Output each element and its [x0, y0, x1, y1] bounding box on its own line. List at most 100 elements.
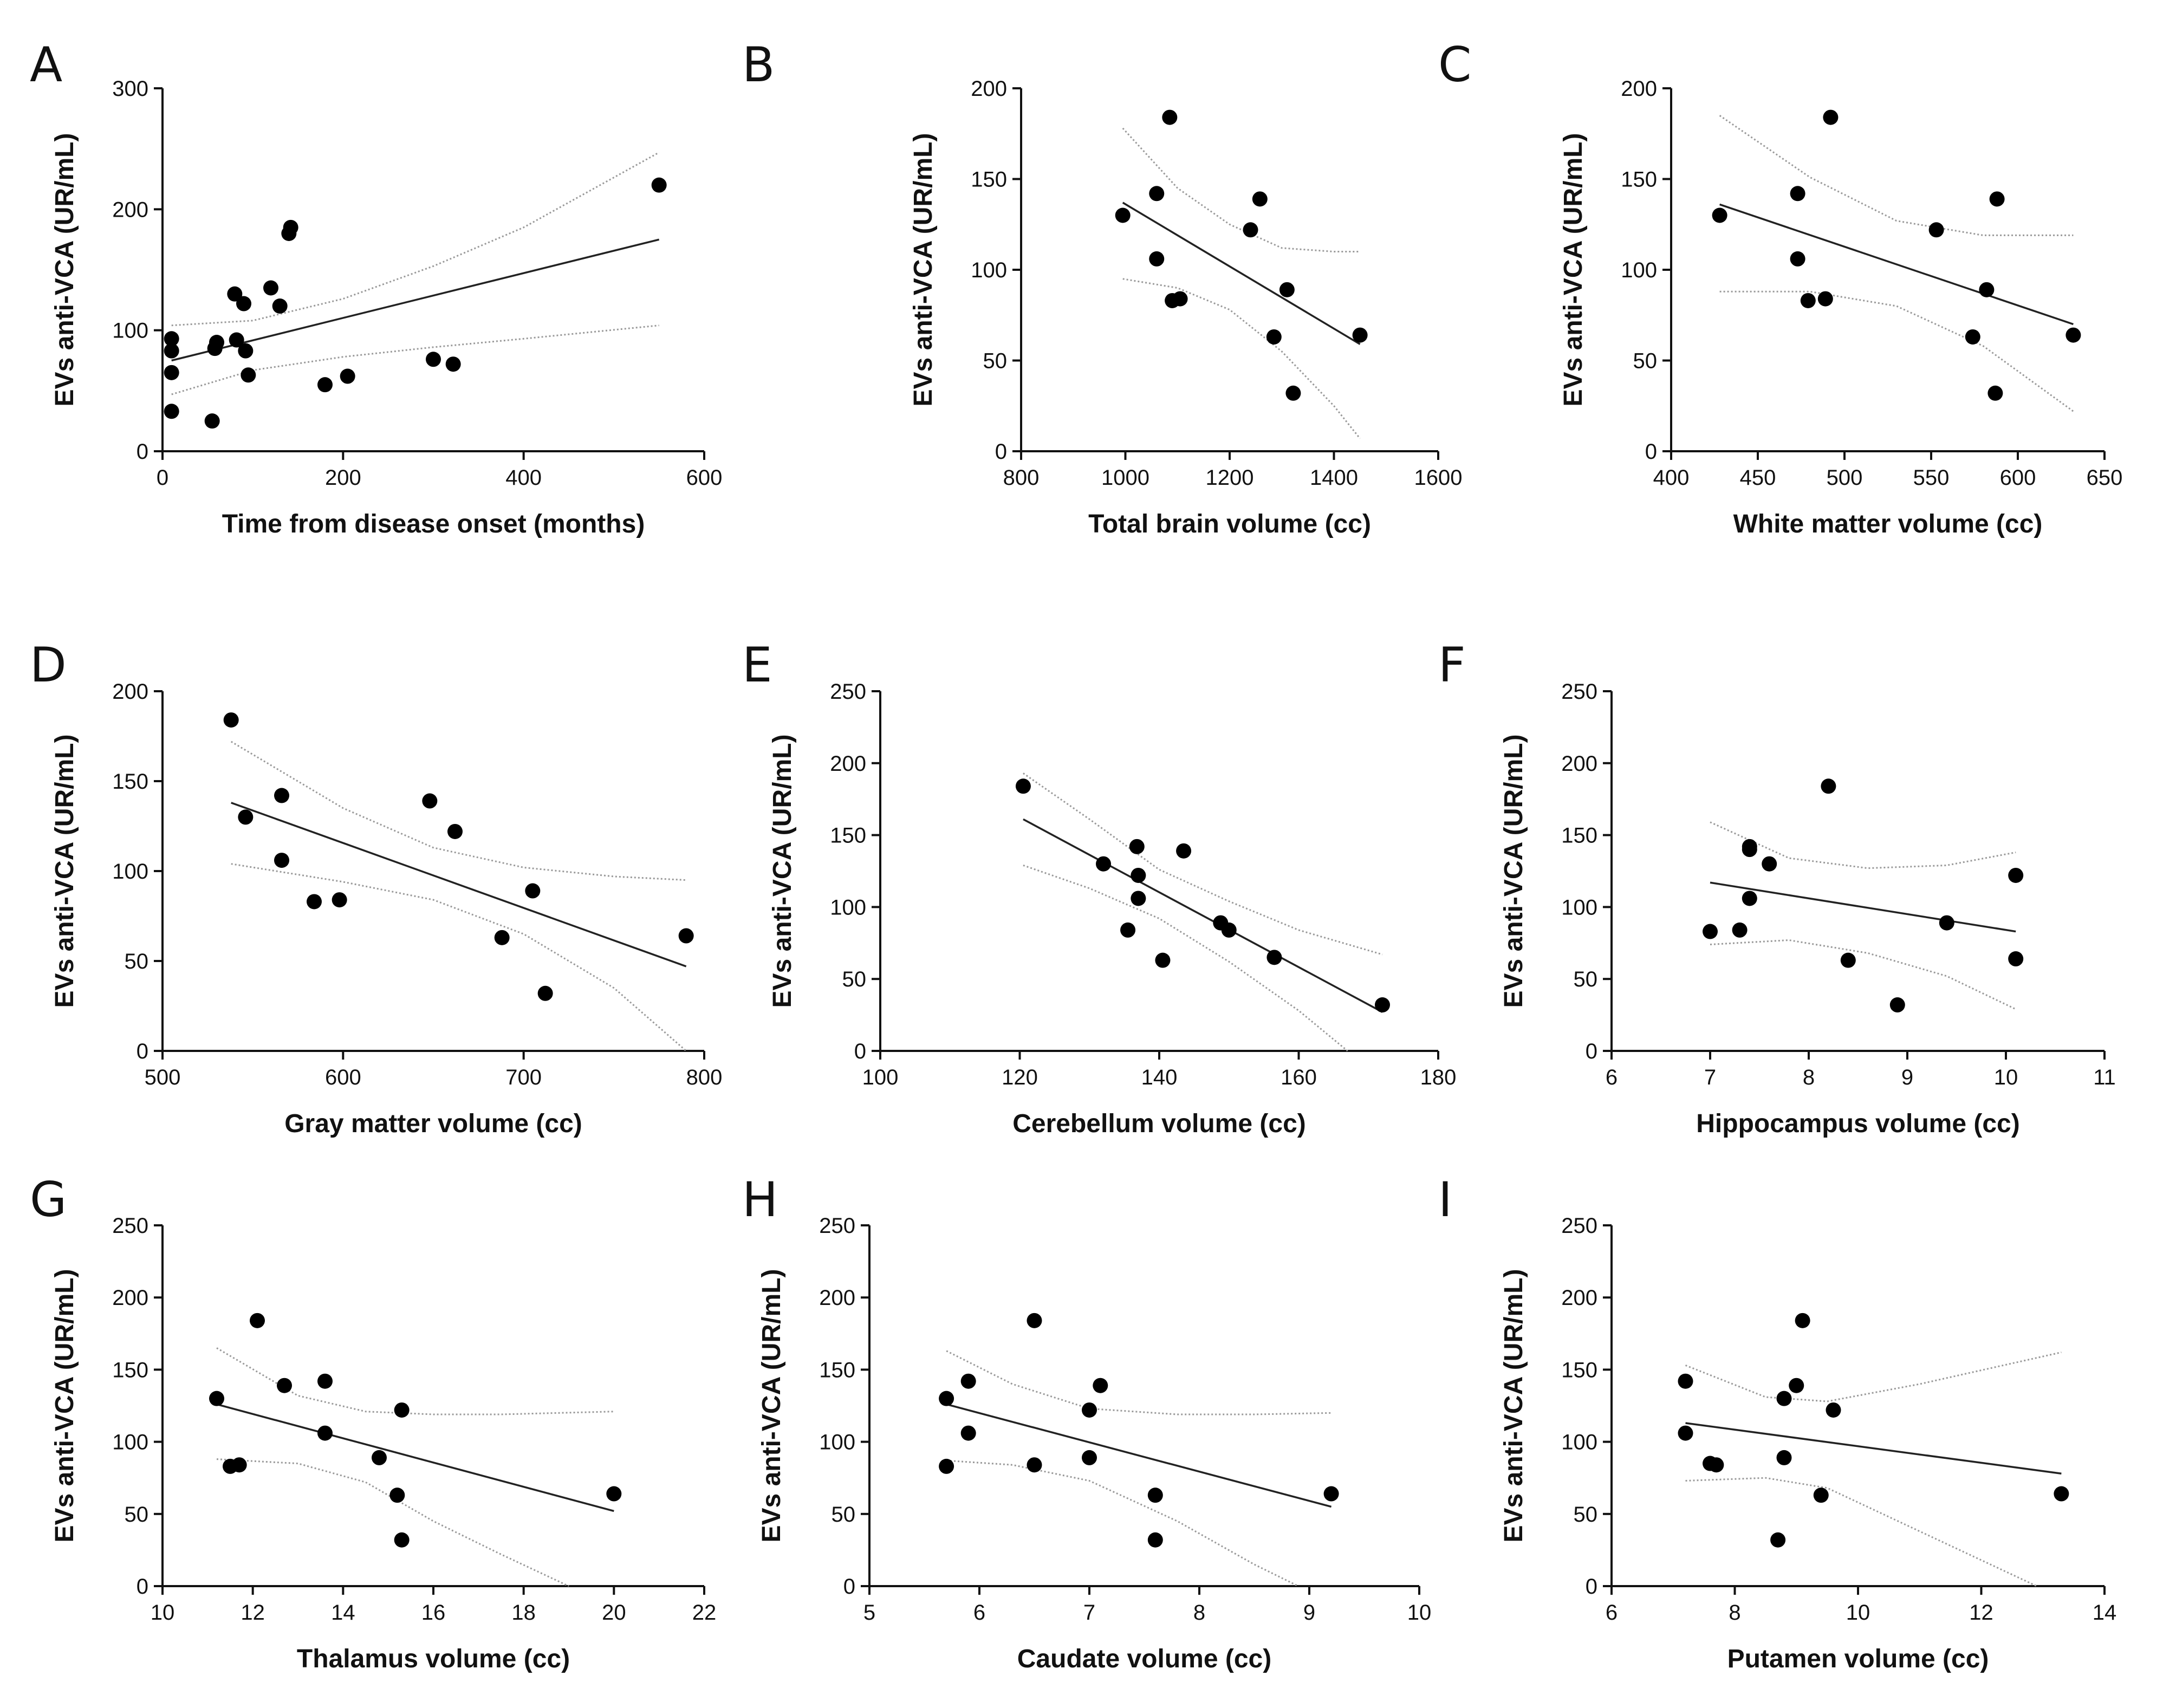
data-point [394, 1402, 410, 1418]
x-tick-label: 500 [145, 1066, 181, 1089]
y-tick-label: 0 [1586, 1040, 1597, 1063]
data-point [1266, 950, 1282, 965]
y-axis-title: EVs anti-VCA (UR/mL) [909, 133, 938, 407]
y-tick-label: 100 [971, 258, 1007, 282]
data-point [445, 356, 461, 372]
x-tick-label: 120 [1002, 1066, 1038, 1089]
regression-line [1685, 1422, 2062, 1475]
y-tick-label: 50 [1633, 349, 1658, 373]
y-axis-title: EVs anti-VCA (UR/mL) [50, 133, 79, 407]
data-point [1965, 329, 1980, 345]
chart-panel-h: H 0 50 100 150 200 250 5 6 7 8 9 10 Caudate volume (c… [742, 1172, 1431, 1673]
ci-lower-band [171, 324, 659, 395]
x-tick-label: 10 [1407, 1601, 1432, 1625]
x-tick-label: 160 [1281, 1066, 1317, 1089]
data-point [1243, 222, 1258, 238]
ci-upper-band [216, 1347, 614, 1415]
ci-upper-band [1710, 821, 2016, 869]
y-tick-label: 200 [1621, 77, 1657, 101]
y-tick-label: 100 [112, 1431, 148, 1454]
panel-letter: I [1438, 1172, 1452, 1228]
panel-letter: E [742, 637, 772, 693]
data-point [1770, 1532, 1786, 1548]
data-point [1375, 997, 1390, 1013]
x-tick-label: 700 [505, 1066, 542, 1089]
y-axis-title: EVs anti-VCA (UR/mL) [50, 735, 79, 1008]
ci-lower-band [946, 1459, 1299, 1587]
x-tick-label: 10 [1846, 1601, 1870, 1625]
data-point [274, 788, 289, 803]
data-point [1131, 891, 1146, 906]
y-tick-label: 100 [1561, 1431, 1597, 1454]
data-point [960, 1373, 976, 1389]
panel-letter: F [1438, 637, 1466, 693]
data-point [1252, 191, 1268, 207]
y-tick-label: 0 [137, 1575, 148, 1599]
data-point [164, 404, 179, 419]
y-tick-label: 200 [971, 77, 1007, 101]
x-tick-label: 6 [1606, 1066, 1618, 1089]
data-point [1147, 1488, 1163, 1503]
x-tick-label: 9 [1303, 1601, 1315, 1625]
y-tick-label: 100 [1561, 895, 1597, 919]
data-point [1155, 952, 1171, 968]
data-point [1129, 839, 1145, 854]
x-tick-label: 140 [1141, 1066, 1178, 1089]
data-point [307, 894, 322, 910]
data-point [1149, 251, 1165, 267]
y-tick-label: 150 [971, 168, 1007, 192]
data-point [678, 928, 694, 944]
data-point [263, 280, 278, 296]
y-tick-label: 200 [112, 198, 148, 222]
data-point [1939, 915, 1954, 931]
ci-upper-band [946, 1350, 1331, 1415]
data-point [340, 368, 355, 384]
data-point [537, 985, 553, 1001]
data-point [939, 1391, 954, 1406]
x-tick-label: 10 [151, 1601, 175, 1625]
y-tick-label: 150 [1621, 168, 1657, 192]
ci-lower-band [1710, 939, 2016, 1010]
data-point [236, 296, 251, 311]
data-point [274, 853, 289, 868]
y-axis-title: EVs anti-VCA (UR/mL) [1499, 1269, 1528, 1543]
x-tick-label: 1200 [1206, 466, 1254, 490]
chart-panel-g: G 0 50 100 150 200 250 10 12 14 16 18 20 22 Thalamus v… [30, 1172, 716, 1673]
data-point [1709, 1457, 1724, 1473]
y-tick-label: 150 [830, 824, 866, 848]
regression-line [231, 802, 687, 967]
y-tick-label: 0 [995, 440, 1007, 464]
data-point [1826, 1402, 1841, 1418]
x-tick-label: 550 [1913, 466, 1950, 490]
panel-letter: A [30, 37, 62, 93]
data-point [1131, 867, 1146, 883]
chart-panel-a: A 0 100 200 300 0 200 400 600 Time from disease o… [30, 37, 722, 538]
x-tick-label: 1600 [1414, 466, 1463, 490]
y-tick-label: 0 [854, 1040, 866, 1063]
y-tick-label: 0 [843, 1575, 855, 1599]
y-tick-label: 200 [1561, 1286, 1597, 1310]
y-tick-label: 150 [1561, 824, 1597, 848]
data-point [1678, 1373, 1693, 1389]
y-tick-label: 150 [112, 770, 148, 794]
data-point [1221, 922, 1237, 938]
data-point [204, 413, 220, 429]
regression-line [171, 238, 660, 362]
data-point [960, 1425, 976, 1441]
y-axis-title: EVs anti-VCA (UR/mL) [1559, 133, 1588, 407]
data-point [1149, 186, 1165, 202]
panel-letter: G [30, 1172, 67, 1228]
data-point [209, 1391, 224, 1406]
y-tick-label: 250 [830, 680, 866, 704]
chart-panel-b: B 0 50 100 150 200 800 1000 1200 1400 1600 Total br… [742, 37, 1462, 538]
data-point [1813, 1488, 1829, 1503]
data-point [1732, 922, 1748, 938]
y-tick-label: 200 [819, 1286, 855, 1310]
data-point [238, 343, 254, 359]
data-point [1742, 839, 1757, 854]
y-axis-title: EVs anti-VCA (UR/mL) [50, 1269, 79, 1543]
x-axis-title: Hippocampus volume (cc) [1696, 1109, 2019, 1138]
ci-upper-band [1023, 772, 1383, 956]
data-point [1789, 1378, 1804, 1393]
